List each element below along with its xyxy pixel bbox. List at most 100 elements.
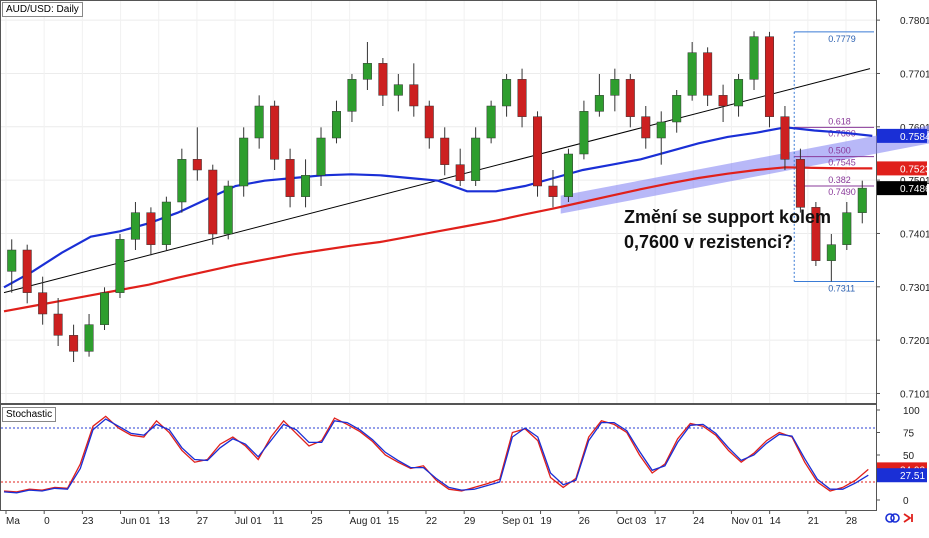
time-tick-label: Aug 01 bbox=[350, 516, 382, 527]
fib-ratio-label: 0.500 bbox=[828, 146, 851, 156]
candle-body bbox=[22, 249, 32, 293]
time-tick-label: 0 bbox=[44, 516, 50, 527]
price-badge-label: 0.7584 bbox=[900, 132, 929, 143]
candle-body bbox=[393, 84, 403, 96]
candle-body bbox=[517, 79, 527, 117]
time-tick-label: Nov 01 bbox=[731, 516, 763, 527]
candle-body bbox=[857, 187, 867, 213]
price-tick-label: 0.7701 bbox=[900, 69, 929, 80]
candle bbox=[811, 202, 821, 266]
candle-body bbox=[579, 111, 589, 155]
time-tick-label: 13 bbox=[159, 516, 171, 527]
candle bbox=[641, 106, 651, 149]
candle bbox=[517, 68, 527, 128]
price-badge-label: 0.7486 bbox=[900, 184, 929, 195]
stochastic-title: Stochastic bbox=[2, 407, 57, 422]
candle bbox=[7, 239, 17, 293]
candle bbox=[533, 111, 543, 197]
price-badge bbox=[877, 181, 927, 196]
time-tick-label: 25 bbox=[311, 516, 323, 527]
candle-body bbox=[455, 164, 465, 181]
candle bbox=[579, 100, 589, 160]
time-tick-label: 29 bbox=[464, 516, 476, 527]
link-icon[interactable] bbox=[885, 513, 900, 523]
candle-body bbox=[208, 169, 218, 235]
candle-body bbox=[656, 121, 666, 139]
price-tick-label: 0.7601 bbox=[900, 123, 929, 134]
candle-body bbox=[610, 79, 620, 96]
candle bbox=[38, 276, 48, 325]
candle bbox=[316, 127, 326, 186]
stoch-d-line bbox=[3, 418, 869, 494]
price-badge bbox=[877, 128, 927, 143]
price-tick-label: 0.7201 bbox=[900, 336, 929, 347]
stoch-tick-label: 75 bbox=[903, 429, 915, 440]
fib-price-label: 0.7490 bbox=[828, 187, 856, 197]
candle bbox=[718, 84, 728, 122]
candle bbox=[703, 47, 713, 106]
candle bbox=[440, 127, 450, 176]
time-tick-label: 24 bbox=[693, 516, 705, 527]
candle bbox=[285, 148, 295, 208]
candle-body bbox=[53, 313, 63, 336]
candle bbox=[331, 100, 341, 144]
fib-ratio-label: 0.382 bbox=[828, 175, 851, 185]
candle bbox=[84, 314, 94, 357]
time-tick-label: 14 bbox=[770, 516, 782, 527]
candle-body bbox=[331, 111, 341, 139]
candles bbox=[7, 31, 867, 362]
candle bbox=[672, 90, 682, 133]
candle-body bbox=[533, 116, 543, 187]
candle-body bbox=[641, 116, 651, 139]
time-tick-label: 17 bbox=[655, 516, 667, 527]
candle-body bbox=[842, 212, 852, 245]
stoch-tick-label: 0 bbox=[903, 496, 909, 507]
candle bbox=[223, 180, 233, 240]
candle-body bbox=[7, 249, 17, 272]
fib-high-label: 0.7779 bbox=[828, 34, 856, 44]
candle bbox=[826, 234, 836, 282]
candle-body bbox=[703, 52, 713, 96]
candle bbox=[301, 159, 311, 208]
candle bbox=[594, 74, 604, 117]
candle-body bbox=[362, 63, 372, 80]
candle bbox=[115, 234, 125, 298]
arrow-right-icon[interactable] bbox=[903, 513, 913, 523]
candle-body bbox=[563, 153, 573, 197]
candle-body bbox=[285, 159, 295, 197]
time-tick-label: 22 bbox=[426, 516, 438, 527]
candle-body bbox=[316, 137, 326, 176]
time-tick-label: 21 bbox=[808, 516, 820, 527]
candle bbox=[610, 68, 620, 112]
candle bbox=[563, 148, 573, 202]
candle bbox=[471, 127, 481, 186]
candle bbox=[161, 196, 171, 250]
candle-body bbox=[192, 159, 202, 171]
candle-body bbox=[115, 239, 125, 293]
candle bbox=[424, 100, 434, 149]
candle bbox=[100, 287, 110, 330]
candle bbox=[208, 164, 218, 245]
candle bbox=[764, 31, 774, 128]
candle-body bbox=[718, 95, 728, 107]
fib-price-label: 0.7545 bbox=[828, 158, 856, 168]
candle bbox=[780, 106, 790, 170]
stoch-badge-label: 27.51 bbox=[900, 471, 925, 482]
candle-body bbox=[270, 105, 280, 160]
candle bbox=[146, 207, 156, 256]
candle-body bbox=[409, 84, 419, 107]
price-badge-label: 0.7523 bbox=[900, 164, 929, 175]
candle-body bbox=[177, 159, 187, 203]
candle-body bbox=[811, 207, 821, 261]
price-badge bbox=[877, 161, 927, 176]
fib-low-label: 0.7311 bbox=[828, 283, 855, 293]
candle-body bbox=[749, 36, 759, 80]
candle-body bbox=[826, 244, 836, 261]
price-badges: 0.7584 0.7523 0.7486 bbox=[877, 128, 929, 196]
candle-body bbox=[130, 212, 140, 240]
time-tick-label: Oct 03 bbox=[617, 516, 647, 527]
time-tick-label: 15 bbox=[388, 516, 400, 527]
time-tick-label: 28 bbox=[846, 516, 858, 527]
price-tick-label: 0.7301 bbox=[900, 283, 929, 294]
